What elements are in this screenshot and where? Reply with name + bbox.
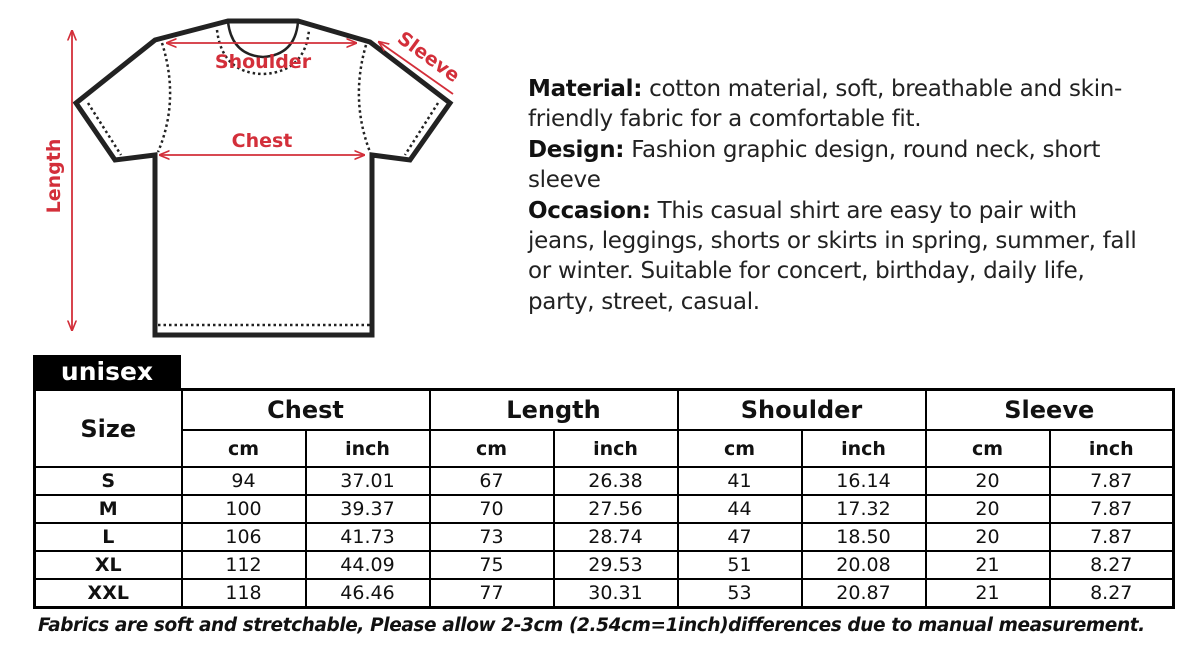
value-cell: 7.87: [1048, 466, 1175, 496]
value-cell: 27.56: [552, 494, 679, 524]
tshirt-measurement-diagram: Shoulder Chest Length Sleeve: [43, 18, 464, 338]
value-cell: 70: [428, 494, 555, 524]
unit-header: cm: [924, 429, 1051, 468]
value-cell: 21: [924, 578, 1051, 609]
chest-label: Chest: [232, 130, 293, 152]
material-line: Material: cotton material, soft, breatha…: [528, 76, 1123, 133]
value-cell: 44.09: [304, 550, 431, 580]
unit-header: cm: [676, 429, 803, 468]
value-cell: 18.50: [800, 522, 927, 552]
value-cell: 16.14: [800, 466, 927, 496]
value-cell: 118: [180, 578, 307, 609]
table-row: S 94 37.01 67 26.38 41 16.14 20 7.87: [33, 466, 1175, 496]
unit-header: inch: [304, 429, 431, 468]
value-cell: 77: [428, 578, 555, 609]
value-cell: 17.32: [800, 494, 927, 524]
value-cell: 73: [428, 522, 555, 552]
group-header: Shoulder: [676, 388, 927, 431]
value-cell: 28.74: [552, 522, 679, 552]
value-cell: 20.08: [800, 550, 927, 580]
occasion-line: Occasion: This casual shirt are easy to …: [528, 197, 1137, 315]
unisex-tab: unisex: [33, 355, 181, 389]
size-chart-table: Size Chest Length Shoulder Sleeve cm inch…: [33, 388, 1175, 609]
value-cell: 8.27: [1048, 550, 1175, 580]
unit-header: cm: [428, 429, 555, 468]
value-cell: 30.31: [552, 578, 679, 609]
size-cell: M: [33, 494, 183, 524]
value-cell: 112: [180, 550, 307, 580]
design-line: Design: Fashion graphic design, round ne…: [528, 136, 1101, 194]
value-cell: 29.53: [552, 550, 679, 580]
value-cell: 41: [676, 466, 803, 496]
size-cell: XXL: [33, 578, 183, 609]
size-cell: L: [33, 522, 183, 552]
unit-header: inch: [800, 429, 927, 468]
group-header: Chest: [180, 388, 431, 431]
value-cell: 21: [924, 550, 1051, 580]
value-cell: 20: [924, 466, 1051, 496]
size-cell: XL: [33, 550, 183, 580]
value-cell: 94: [180, 466, 307, 496]
value-cell: 51: [676, 550, 803, 580]
value-cell: 100: [180, 494, 307, 524]
table-row: XL 112 44.09 75 29.53 51 20.08 21 8.27: [33, 550, 1175, 580]
value-cell: 67: [428, 466, 555, 496]
shoulder-label: Shoulder: [215, 51, 312, 73]
value-cell: 7.87: [1048, 494, 1175, 524]
value-cell: 20.87: [800, 578, 927, 609]
value-cell: 20: [924, 522, 1051, 552]
table-row: XXL 118 46.46 77 30.31 53 20.87 21 8.27: [33, 578, 1175, 609]
table-row: L 106 41.73 73 28.74 47 18.50 20 7.87: [33, 522, 1175, 552]
value-cell: 7.87: [1048, 522, 1175, 552]
product-description: Material: cotton material, soft, breatha…: [528, 74, 1148, 317]
unit-header: cm: [180, 429, 307, 468]
measurement-note: Fabrics are soft and stretchable, Please…: [38, 615, 1145, 636]
group-header: Sleeve: [924, 388, 1175, 431]
value-cell: 8.27: [1048, 578, 1175, 609]
value-cell: 37.01: [304, 466, 431, 496]
value-cell: 47: [676, 522, 803, 552]
table-row: M 100 39.37 70 27.56 44 17.32 20 7.87: [33, 494, 1175, 524]
value-cell: 53: [676, 578, 803, 609]
value-cell: 75: [428, 550, 555, 580]
value-cell: 20: [924, 494, 1051, 524]
unit-header: inch: [552, 429, 679, 468]
group-header: Length: [428, 388, 679, 431]
unit-header: inch: [1048, 429, 1175, 468]
value-cell: 44: [676, 494, 803, 524]
size-header: Size: [33, 388, 183, 468]
size-cell: S: [33, 466, 183, 496]
value-cell: 41.73: [304, 522, 431, 552]
value-cell: 106: [180, 522, 307, 552]
value-cell: 46.46: [304, 578, 431, 609]
value-cell: 39.37: [304, 494, 431, 524]
length-label: Length: [43, 139, 65, 214]
value-cell: 26.38: [552, 466, 679, 496]
